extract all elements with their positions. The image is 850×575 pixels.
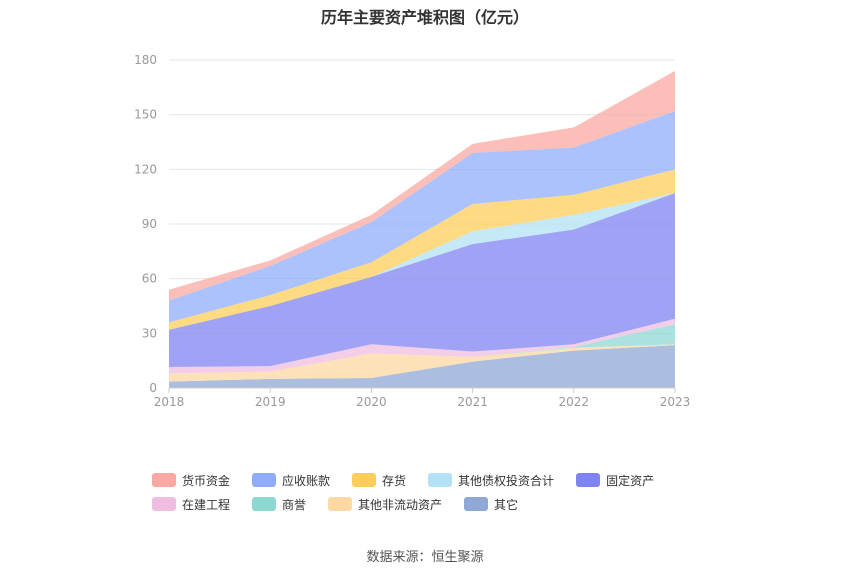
y-tick-label: 0 [149, 381, 157, 395]
x-tick-label: 2019 [255, 395, 286, 409]
area-其他债权投资合计 [169, 193, 675, 330]
x-tick-label: 2023 [660, 395, 691, 409]
legend-item[interactable]: 应收账款 [252, 472, 330, 488]
legend-label: 存货 [382, 473, 407, 488]
area-在建工程 [169, 318, 675, 374]
x-tick-label: 2022 [559, 395, 590, 409]
legend-swatch [152, 497, 176, 511]
y-tick-label: 120 [134, 162, 157, 176]
legend-item[interactable]: 在建工程 [152, 496, 230, 512]
y-tick-label: 180 [134, 53, 157, 67]
legend-item[interactable]: 货币资金 [152, 472, 230, 488]
legend-item[interactable]: 商誉 [252, 496, 306, 512]
legend-label: 货币资金 [182, 473, 231, 488]
legend-item[interactable]: 其他非流动资产 [328, 496, 442, 512]
legend-swatch [252, 497, 277, 511]
area-货币资金 [169, 70, 675, 301]
legend-swatch [252, 473, 277, 487]
legend-label: 其他债权投资合计 [458, 473, 555, 488]
x-tick-label: 2021 [457, 395, 488, 409]
legend-swatch [428, 473, 453, 487]
legend-label: 商誉 [282, 497, 307, 512]
legend-label: 其他非流动资产 [358, 497, 443, 512]
y-tick-label: 60 [142, 272, 157, 286]
area-其他非流动资产 [169, 344, 675, 382]
source-note: 数据来源：恒生聚源 [366, 550, 484, 565]
legend-swatch [152, 473, 176, 487]
legend-item[interactable]: 其他债权投资合计 [428, 472, 554, 488]
area-series [169, 70, 675, 388]
area-应收账款 [169, 111, 675, 323]
legend-item[interactable]: 其它 [464, 496, 518, 512]
x-tick-label: 2020 [356, 395, 387, 409]
legend-item[interactable]: 固定资产 [576, 472, 654, 488]
axes: 0 30 60 90 120 150 180 2018 2019 2020 2021 2022 2023 [134, 53, 690, 409]
area-固定资产 [169, 193, 675, 368]
legend-swatch [328, 497, 353, 511]
legend-label: 应收账款 [282, 473, 331, 488]
area-存货 [169, 169, 675, 330]
y-tick-label: 90 [142, 217, 157, 231]
chart-title: 历年主要资产堆积图（亿元） [320, 8, 529, 27]
x-tick-label: 2018 [154, 395, 185, 409]
legend-label: 在建工程 [182, 497, 231, 512]
legend-swatch [352, 473, 377, 487]
area-其它 [169, 345, 675, 388]
y-tick-label: 150 [134, 108, 157, 122]
y-tick-label: 30 [142, 326, 157, 340]
legend-label: 固定资产 [606, 473, 655, 488]
legend: 货币资金 应收账款 存货 其他债权投资合计 固定资产在建工程 商誉 其他非流动资产 其它 [152, 472, 732, 512]
legend-label: 其它 [494, 497, 519, 512]
legend-item[interactable]: 存货 [352, 472, 406, 488]
legend-swatch [464, 497, 489, 511]
legend-swatch [576, 473, 601, 487]
